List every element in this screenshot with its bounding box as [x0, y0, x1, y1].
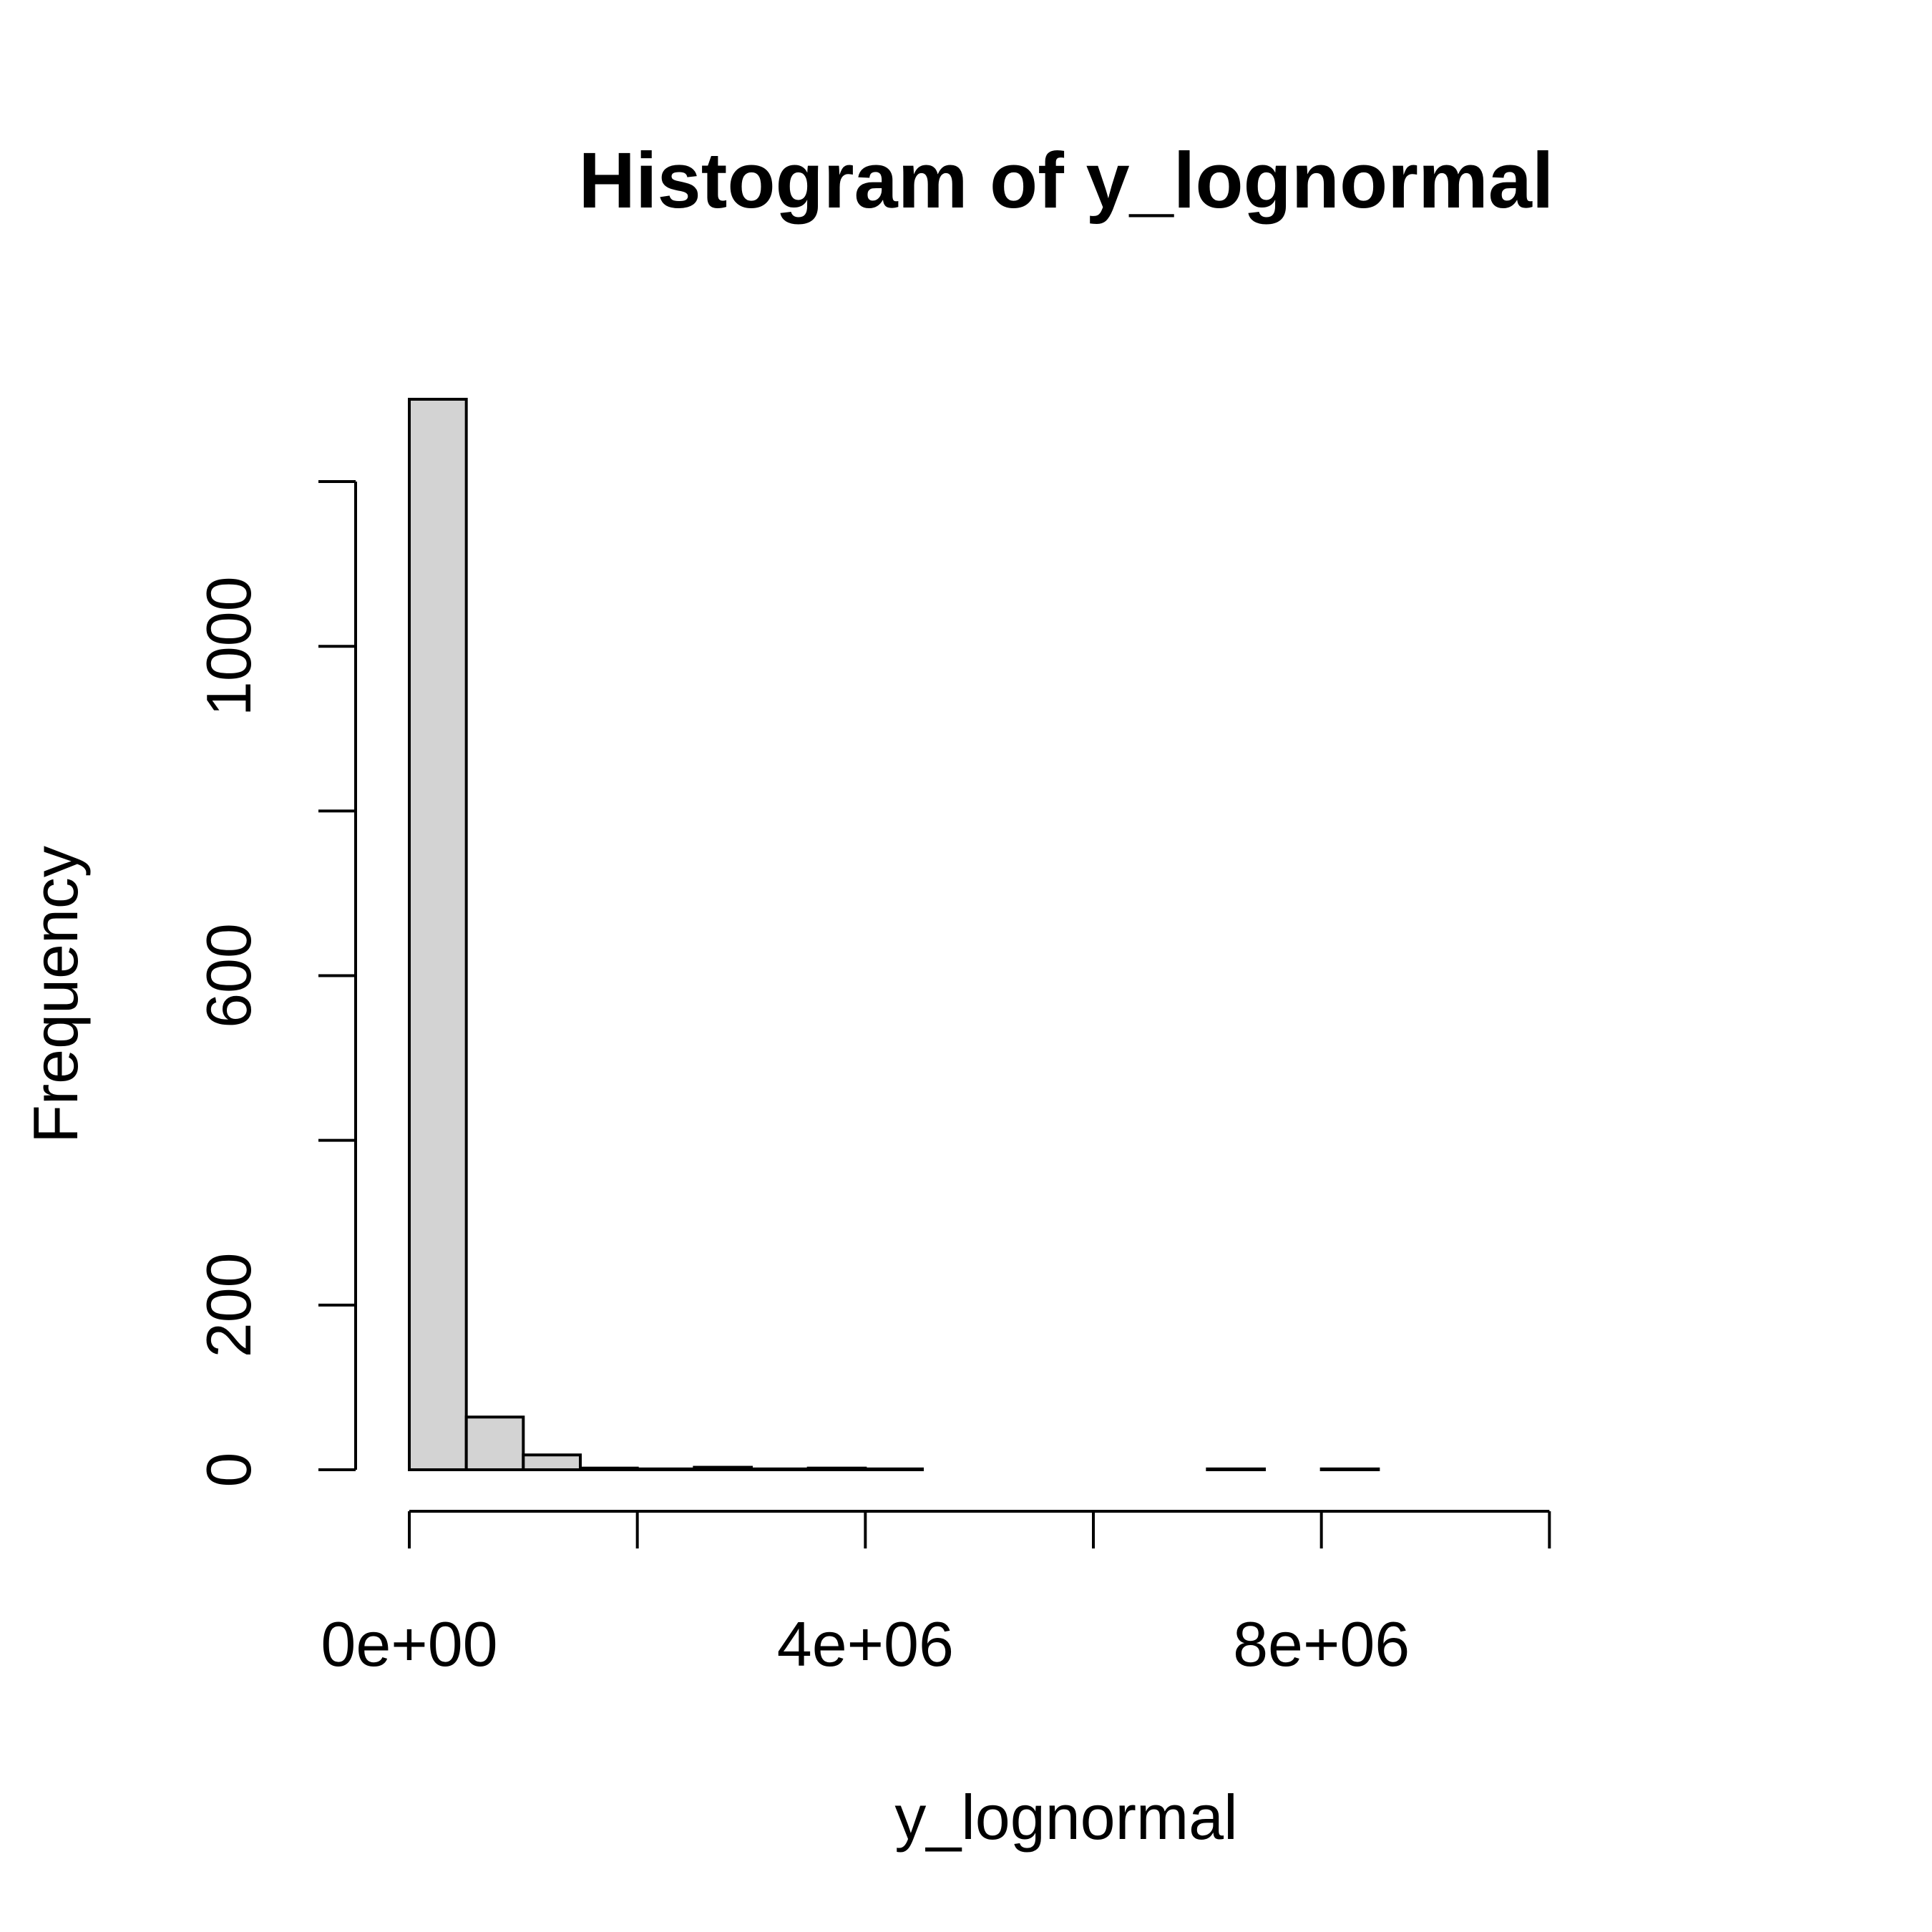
y-tick-label: 1000 — [193, 576, 264, 716]
histogram-bar — [1319, 1467, 1380, 1471]
bars-group — [408, 397, 1380, 1472]
x-tick-label: 4e+06 — [777, 1609, 954, 1679]
y-tick-label: 0 — [193, 1453, 264, 1488]
y-axis: 0 200 600 1000 — [193, 480, 357, 1488]
y-tick-label: 600 — [193, 923, 264, 1028]
histogram-bar — [408, 397, 468, 1472]
x-axis: 0e+00 4e+06 8e+06 — [321, 1510, 1551, 1679]
histogram-bar — [522, 1453, 582, 1472]
histogram-bar — [578, 1466, 639, 1472]
histogram-bar — [1206, 1467, 1266, 1471]
x-tick-label: 0e+00 — [321, 1609, 497, 1679]
chart-title: Histogram of y_lognormal — [579, 137, 1554, 225]
x-axis-label: y_lognormal — [894, 1782, 1237, 1853]
histogram-bar — [693, 1465, 753, 1472]
histogram-bar — [635, 1467, 696, 1471]
y-tick-label: 200 — [193, 1252, 264, 1357]
y-axis-label: Frequency — [20, 846, 91, 1143]
histogram-bar — [864, 1467, 924, 1471]
histogram-bar — [806, 1466, 867, 1472]
x-tick-label: 8e+06 — [1233, 1609, 1410, 1679]
histogram-bar — [464, 1415, 525, 1471]
histogram-bar — [749, 1467, 810, 1471]
